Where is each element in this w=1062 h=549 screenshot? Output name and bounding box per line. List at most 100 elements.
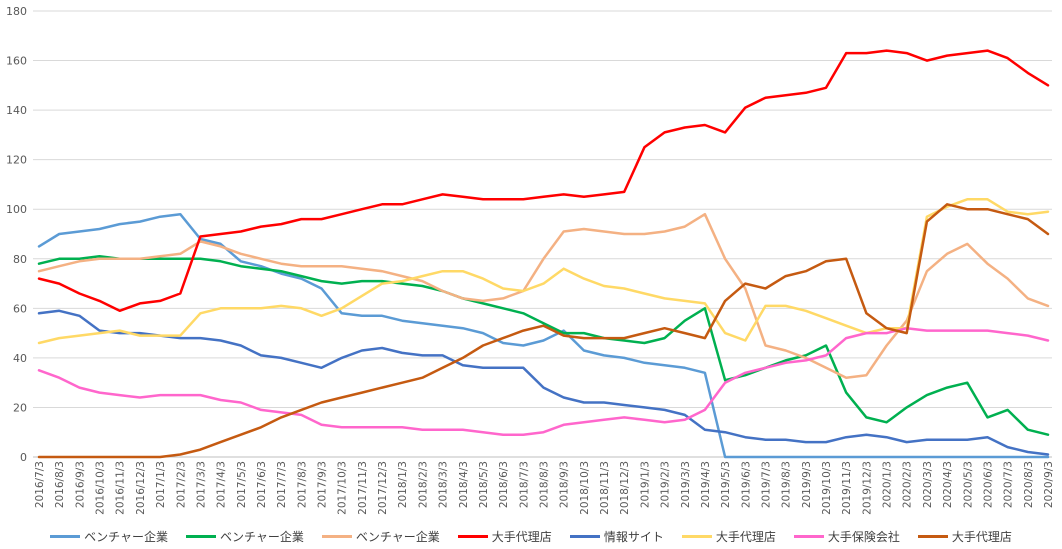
legend: ベンチャー企業 ベンチャー企業 ベンチャー企業 大手代理店 情報サイト 大手代理店 大手保険… [0,527,1062,545]
x-tick-label: 2016/11/3 [115,461,127,515]
legend-swatch [793,534,824,538]
x-tick-label: 2016/7/3 [34,461,46,508]
legend-item: 大手代理店 [457,527,552,545]
series-line-5 [37,198,1050,345]
x-tick-label: 2020/2/3 [902,461,914,508]
y-tick-label: 20 [13,401,27,414]
x-tick-label: 2020/7/3 [1003,461,1015,508]
legend-label: 大手保険会社 [827,529,900,544]
x-tick-label: 2019/12/3 [861,461,873,515]
x-tick-label: 2018/6/3 [498,461,510,508]
legend-swatch [917,534,948,538]
x-tick-label: 2019/8/3 [781,461,793,508]
x-tick-label: 2019/11/3 [841,461,853,515]
x-tick-label: 2017/2/3 [175,461,187,508]
series-lines [37,49,1050,459]
series-line-2 [37,212,1050,379]
y-tick-label: 180 [6,5,27,18]
legend-swatch [681,534,712,538]
x-tick-label: 2019/1/3 [639,461,651,508]
x-tick-label: 2017/5/3 [236,461,248,508]
x-tick-label: 2016/12/3 [135,461,147,515]
x-tick-label: 2017/1/3 [155,461,167,508]
x-tick-label: 2016/8/3 [54,461,66,508]
legend-item: 大手代理店 [681,527,776,545]
y-tick-label: 140 [6,104,27,117]
x-tick-label: 2020/9/3 [1043,461,1055,508]
legend-label: 大手代理店 [715,529,776,544]
x-axis-tick-labels: 2016/7/3 2016/8/3 2016/9/3 2016/10/3 2016/11… [34,461,1055,515]
legend-label: ベンチャー企業 [355,529,440,544]
x-tick-label: 2019/10/3 [821,461,833,515]
x-tick-label: 2016/10/3 [95,461,107,515]
legend-label: ベンチャー企業 [84,529,169,544]
legend-item: ベンチャー企業 [321,527,440,545]
x-tick-label: 2018/4/3 [458,461,470,508]
x-tick-label: 2020/8/3 [1023,461,1035,508]
series-line-3 [37,49,1050,313]
series-line-6 [37,326,1050,436]
legend-swatch [569,534,600,538]
x-tick-label: 2017/4/3 [216,461,228,508]
x-tick-label: 2017/10/3 [337,461,349,515]
x-tick-label: 2017/7/3 [276,461,288,508]
x-tick-label: 2020/4/3 [942,461,954,508]
x-tick-label: 2018/7/3 [518,461,530,508]
x-tick-label: 2018/12/3 [619,461,631,515]
legend-item: ベンチャー企業 [186,527,304,545]
x-tick-label: 2019/9/3 [801,461,813,508]
gridlines [33,10,1052,458]
x-tick-label: 2017/12/3 [377,461,389,515]
legend-swatch [50,534,81,538]
x-tick-label: 2017/9/3 [317,461,329,508]
x-tick-label: 2020/1/3 [882,461,894,508]
x-tick-label: 2020/5/3 [962,461,974,508]
x-tick-label: 2017/6/3 [256,461,268,508]
legend-swatch [321,534,352,538]
legend-swatch [457,534,488,538]
x-tick-label: 2017/3/3 [195,461,207,508]
y-tick-label: 80 [13,253,27,266]
y-tick-label: 60 [13,302,27,315]
legend-item: 情報サイト [569,527,664,545]
series-line-4 [37,309,1050,456]
x-tick-label: 2019/2/3 [660,461,672,508]
x-tick-label: 2018/8/3 [539,461,551,508]
legend-label: ベンチャー企業 [220,529,304,544]
x-tick-label: 2020/6/3 [982,461,994,508]
series-line-0 [37,212,1050,459]
x-tick-label: 2018/5/3 [478,461,490,508]
legend-item: 大手保険会社 [793,527,900,545]
legend-label: 大手代理店 [491,529,552,544]
legend-item: 大手代理店 [917,527,1012,545]
legend-label: 情報サイト [603,529,664,544]
x-tick-label: 2016/9/3 [74,461,86,508]
x-tick-label: 2018/2/3 [417,461,429,508]
legend-label: 大手代理店 [951,529,1012,544]
series-line-1 [37,255,1050,436]
line-chart: 0 20 40 60 80 100 120 140 160 180 2016/7/3 2016/8/… [6,5,1055,515]
x-tick-label: 2017/11/3 [357,461,369,515]
x-tick-label: 2019/5/3 [720,461,732,508]
series-line-7 [37,203,1050,459]
x-tick-label: 2018/3/3 [438,461,450,508]
x-tick-label: 2018/1/3 [397,461,409,508]
y-tick-label: 160 [6,55,27,68]
x-tick-label: 2018/10/3 [579,461,591,515]
x-tick-label: 2018/11/3 [599,461,611,515]
x-tick-label: 2019/6/3 [740,461,752,508]
y-tick-label: 120 [6,154,27,167]
x-tick-label: 2017/8/3 [296,461,308,508]
legend-item: ベンチャー企業 [50,527,168,545]
y-tick-label: 100 [6,203,27,216]
y-tick-label: 0 [20,451,27,464]
x-tick-label: 2019/7/3 [760,461,772,508]
x-tick-label: 2020/3/3 [922,461,934,508]
y-axis-tick-labels: 0 20 40 60 80 100 120 140 160 180 [6,5,27,464]
y-tick-label: 40 [13,352,27,365]
legend-swatch [186,534,217,538]
x-tick-label: 2019/3/3 [680,461,692,508]
x-tick-label: 2019/4/3 [700,461,712,508]
x-tick-label: 2018/9/3 [559,461,571,508]
